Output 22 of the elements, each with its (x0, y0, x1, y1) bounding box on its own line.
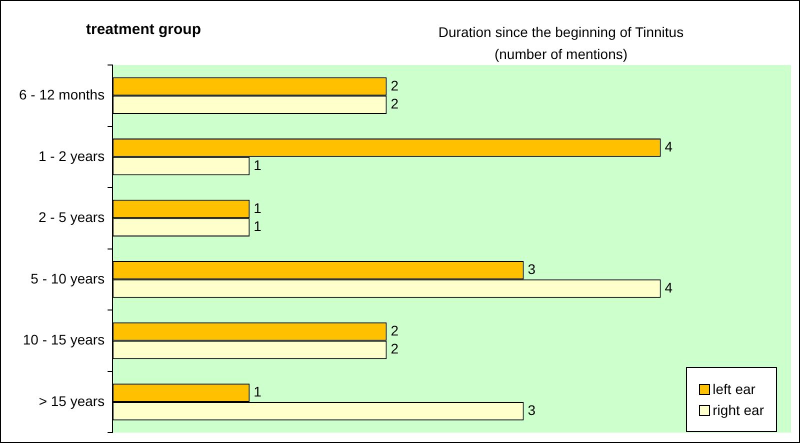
data-label: 4 (664, 138, 673, 155)
y-tick-label: 10 - 15 years (22, 332, 105, 348)
data-label: 1 (254, 200, 262, 216)
data-label: 1 (254, 384, 262, 400)
legend-label: right ear (712, 402, 764, 418)
y-tick-label: 5 - 10 years (30, 270, 105, 286)
data-label: 3 (528, 261, 536, 278)
chart-subtitle: Duration since the beginning of Tinnitus (number of mentions) (437, 23, 685, 64)
data-label: 2 (390, 77, 399, 94)
data-label: 4 (664, 279, 673, 296)
chart-title: treatment group (86, 21, 202, 38)
data-label: 2 (390, 322, 399, 338)
y-tick-label: > 15 years (38, 392, 105, 409)
data-label: 1 (254, 218, 262, 234)
data-label: 3 (528, 402, 536, 418)
y-tick-label: 6 - 12 months (18, 86, 105, 102)
data-label: 2 (390, 340, 399, 357)
data-label: 1 (254, 156, 262, 173)
legend-label: left ear (712, 381, 756, 397)
data-label: 2 (390, 96, 399, 112)
y-tick-label: 2 - 5 years (38, 209, 105, 226)
y-tick-label: 1 - 2 years (38, 148, 105, 164)
